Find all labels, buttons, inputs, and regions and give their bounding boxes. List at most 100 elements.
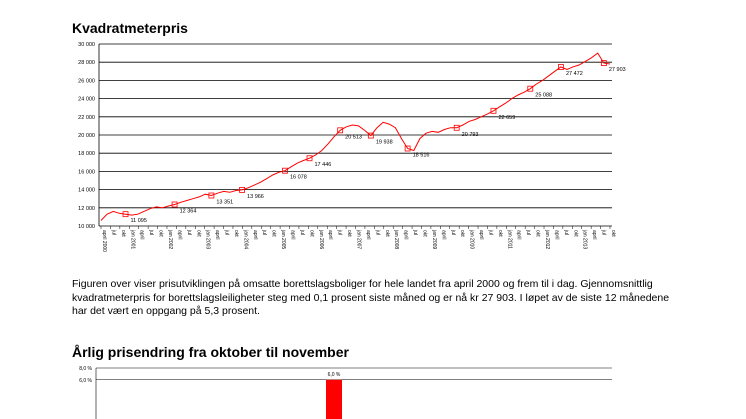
x-tick-label: jul	[374, 229, 380, 235]
bar-y-tick-label: 6,0 %	[79, 378, 92, 384]
x-tick-label: april	[403, 230, 409, 239]
x-tick-label: okt	[384, 230, 390, 237]
x-tick-label: april	[252, 230, 258, 239]
bar-data-label: 6,0 %	[328, 372, 341, 378]
bar-y-axis-ticks: 8,0 % 6,0 %	[79, 366, 92, 384]
data-label: 25 088	[535, 93, 552, 99]
data-label: 22 659	[498, 115, 515, 121]
x-tick-label: april	[139, 230, 145, 239]
data-point-marker	[282, 167, 288, 174]
data-point-marker	[337, 127, 344, 134]
y-tick-label: 14 000	[78, 188, 95, 194]
bar	[326, 379, 342, 419]
x-tick-label: april	[214, 230, 220, 239]
data-label: 20 793	[462, 132, 479, 138]
data-label: 11 095	[131, 218, 147, 224]
x-tick-label: jan 2005	[280, 229, 286, 249]
x-tick-label: jul	[601, 229, 607, 235]
data-point-marker	[453, 124, 460, 131]
data-point-marker	[239, 187, 245, 193]
x-tick-label: jan 2006	[318, 229, 324, 249]
y-tick-label: 24 000	[78, 97, 95, 103]
chart-title-annual-change: Årlig prisendring fra oktober til novemb…	[72, 344, 349, 360]
bar-chart-gridlines	[95, 367, 612, 419]
x-tick-label: april	[176, 230, 182, 239]
y-tick-label: 12 000	[78, 206, 95, 212]
data-label: 13 966	[247, 194, 264, 200]
x-tick-label: jan 2010	[469, 229, 475, 249]
x-axis-ticks: april 2000 jul okt jan 2001 april jul okt jan 2…	[100, 226, 616, 252]
y-tick-label: 26 000	[78, 78, 95, 84]
y-tick-label: 20 000	[78, 133, 95, 139]
x-tick-label: okt	[610, 230, 616, 237]
x-tick-label: okt	[308, 230, 314, 237]
x-tick-label: okt	[459, 230, 465, 237]
x-tick-label: jan 2008	[393, 229, 399, 249]
y-tick-label: 28 000	[78, 60, 95, 66]
data-point-marker	[558, 64, 564, 70]
x-tick-label: jul	[186, 229, 192, 235]
x-tick-label: okt	[346, 230, 352, 237]
y-tick-label: 16 000	[78, 169, 95, 175]
x-tick-label: jul	[525, 229, 531, 235]
data-label: 16 078	[290, 175, 307, 181]
x-tick-label: jan 2011	[506, 229, 512, 249]
x-tick-label: jul	[487, 229, 493, 235]
x-tick-label: april	[516, 230, 522, 239]
chart-title-kvadratmeterpris: Kvadratmeterpris	[72, 20, 188, 36]
data-label: 13 351	[216, 200, 233, 206]
x-tick-label: jan 2003	[205, 229, 211, 249]
x-tick-label: okt	[572, 230, 578, 237]
x-tick-label: jul	[299, 229, 305, 235]
x-tick-label: jan 2009	[431, 229, 437, 249]
x-tick-label: april 2000	[101, 230, 107, 252]
x-tick-label: april	[591, 230, 597, 239]
x-tick-label: april	[478, 230, 484, 239]
x-tick-label: okt	[271, 230, 277, 237]
x-tick-label: jul	[261, 229, 267, 235]
data-label: 27 903	[609, 67, 626, 73]
x-tick-label: april	[553, 230, 559, 239]
x-tick-label: jul	[110, 229, 116, 235]
x-tick-label: jan 2007	[356, 229, 362, 249]
x-tick-label: jan 2012	[544, 229, 550, 249]
data-label: 20 513	[345, 134, 362, 140]
data-point-marker	[367, 132, 374, 139]
x-tick-label: jan 2013	[582, 229, 588, 249]
data-label: 12 364	[180, 208, 197, 214]
x-tick-label: okt	[421, 230, 427, 237]
data-label: 27 472	[566, 71, 583, 77]
x-tick-label: jan 2002	[167, 229, 173, 249]
x-tick-label: jan 2001	[129, 229, 135, 249]
x-tick-label: jul	[224, 229, 230, 235]
bar-y-tick-label: 8,0 %	[79, 366, 92, 372]
x-tick-label: jul	[412, 229, 418, 235]
y-axis-ticks: 10 000 12 000 14 000 16 000 18 000 20 000 22 0…	[78, 42, 95, 230]
x-tick-label: april	[365, 230, 371, 239]
data-point-marker	[171, 201, 178, 208]
description-paragraph: Figuren over viser prisutviklingen på om…	[72, 278, 670, 317]
x-tick-label: okt	[195, 230, 201, 237]
data-label: 17 446	[315, 162, 332, 168]
y-tick-label: 18 000	[78, 151, 95, 157]
y-tick-label: 10 000	[78, 224, 95, 230]
bar-series: 6,0 %	[326, 372, 342, 419]
data-point-marker	[490, 107, 497, 114]
x-tick-label: jan 2004	[242, 229, 248, 249]
data-point-marker	[527, 85, 534, 92]
x-tick-label: okt	[233, 230, 239, 237]
x-tick-label: okt	[120, 230, 126, 237]
x-tick-label: april	[327, 230, 333, 239]
x-tick-label: jul	[450, 229, 456, 235]
data-point-marker	[122, 211, 129, 218]
data-label: 18 516	[413, 153, 430, 159]
x-tick-label: okt	[158, 230, 164, 237]
x-tick-label: april	[440, 230, 446, 239]
x-tick-label: jul	[148, 229, 154, 235]
data-point-marker	[404, 145, 411, 152]
x-tick-label: april	[290, 230, 296, 239]
y-tick-label: 22 000	[78, 115, 95, 121]
x-tick-label: jul	[563, 229, 569, 235]
